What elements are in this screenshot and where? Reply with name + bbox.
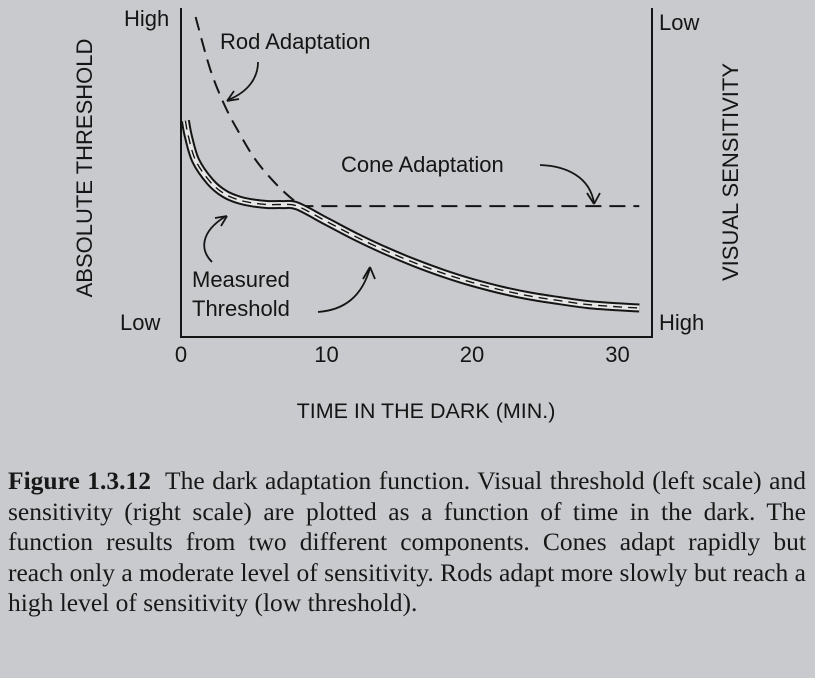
y-left-tick-high: High	[124, 6, 169, 31]
caption-text: The dark adaptation function. Visual thr…	[8, 466, 806, 617]
y-right-axis-label: VISUAL SENSITIVITY	[718, 63, 743, 281]
x-tick-label-20: 20	[460, 342, 484, 367]
x-tick-label-0: 0	[175, 342, 187, 367]
dark-adaptation-chart: ABSOLUTE THRESHOLD VISUAL SENSITIVITY TI…	[72, 6, 743, 423]
caption-figure-label: Figure 1.3.12	[8, 466, 152, 495]
annotation-arrowhead-cone	[586, 192, 601, 205]
y-right-tick-high: High	[659, 310, 704, 335]
annotation-arrow-measured-right	[317, 267, 371, 313]
y-left-axis-label: ABSOLUTE THRESHOLD	[72, 39, 97, 298]
annotation-arrowhead-measured-right	[362, 266, 376, 280]
series-layer	[180, 16, 640, 313]
x-tick-label-30: 30	[605, 342, 629, 367]
series-measured-threshold-dash	[184, 120, 640, 309]
y-left-tick-low: Low	[120, 310, 160, 335]
annotation-arrowhead-measured-up	[214, 215, 228, 227]
annotation-measured-line1: Measured	[192, 267, 290, 292]
annotation-cone-adaptation: Cone Adaptation	[341, 152, 504, 177]
figure-caption: Figure 1.3.12 The dark adaptation functio…	[8, 466, 806, 619]
series-rod-adaptation	[194, 16, 313, 214]
y-right-tick-low: Low	[659, 10, 699, 35]
annotation-rod-adaptation: Rod Adaptation	[220, 29, 370, 54]
annotation-arrow-cone	[539, 164, 595, 204]
x-axis-label: TIME IN THE DARK (MIN.)	[297, 399, 556, 423]
annotation-arrow-rod	[227, 61, 259, 101]
x-tick-label-10: 10	[314, 342, 338, 367]
annotation-measured-line2: Threshold	[192, 296, 290, 321]
annotation-measured-threshold: Measured Threshold	[192, 267, 296, 321]
chart-figure: ABSOLUTE THRESHOLD VISUAL SENSITIVITY TI…	[72, 6, 743, 423]
annotation-arrowhead-rod	[226, 90, 240, 102]
annotation-arrow-measured-up	[203, 215, 227, 263]
x-tick-labels: 0 10 20 30	[175, 342, 630, 367]
